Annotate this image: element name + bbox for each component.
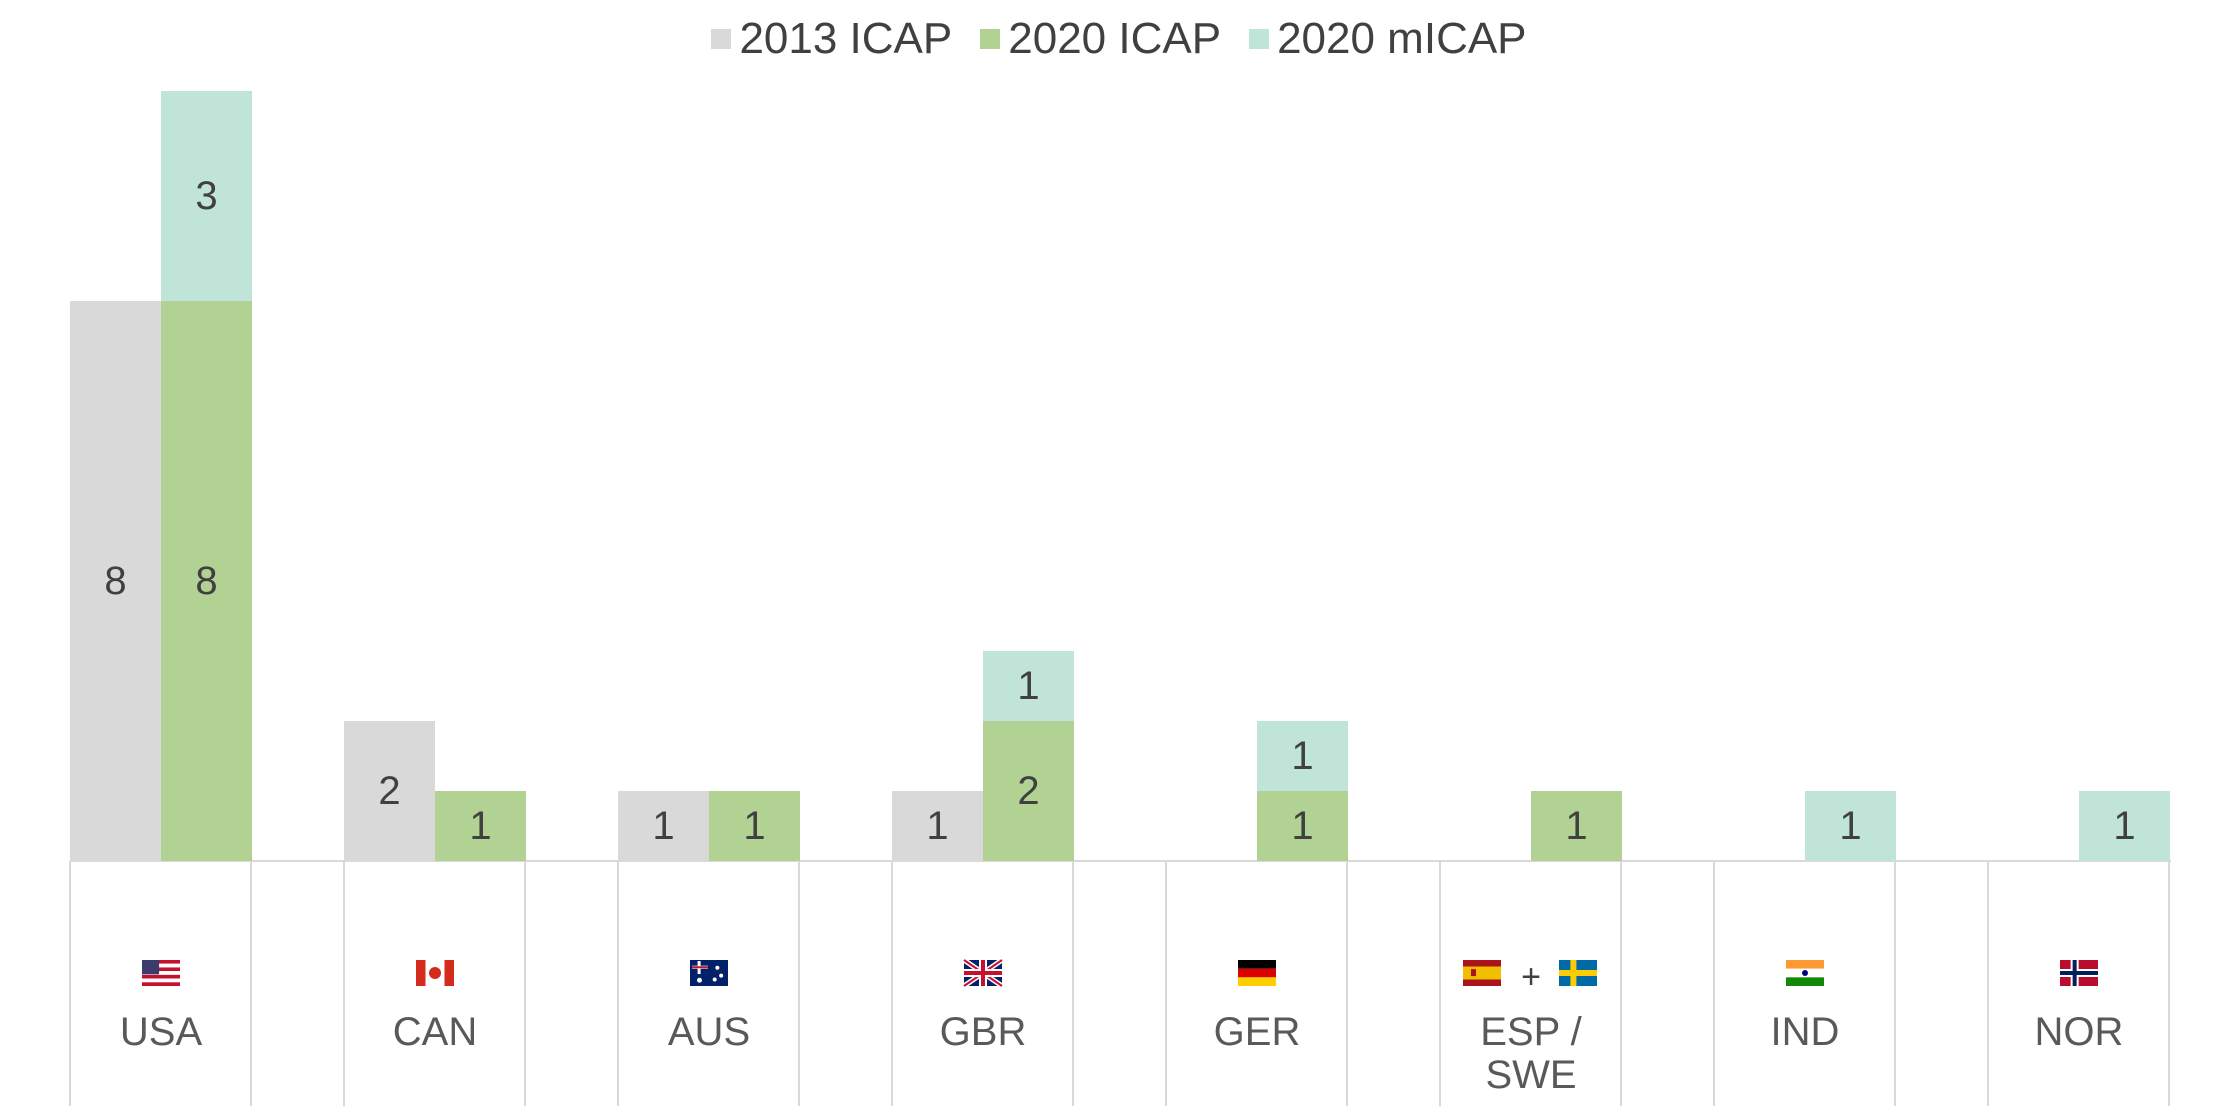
data-label-2020-icap-usa: 8: [195, 559, 217, 603]
bar-2020-micap-ind: [1805, 791, 1896, 861]
data-label-2013-icap-aus: 1: [652, 804, 674, 848]
legend-swatch-2020-micap: [1249, 29, 1270, 49]
bar-2020-icap-usa: [161, 301, 252, 861]
bar-2020-micap-ger: [1257, 721, 1348, 791]
bar-2020-icap-ger: [1257, 791, 1348, 861]
legend-item-2020-icap: 2020 ICAP: [980, 14, 1221, 64]
data-label-2020-icap-can: 1: [469, 804, 491, 848]
legend-label-2020-icap: 2020 ICAP: [1008, 14, 1222, 63]
legend-swatch-2013-icap: [711, 29, 732, 49]
flag-plus-sign: +: [1521, 958, 1541, 996]
category-label-gbr: GBR: [940, 1010, 1027, 1054]
flag-es-icon: [1463, 960, 1501, 986]
data-label-2013-icap-gbr: 1: [926, 804, 948, 848]
category-label-usa: USA: [120, 1010, 203, 1054]
flag-us-icon: [142, 960, 180, 986]
data-label-2020-icap-gbr: 2: [1017, 769, 1039, 813]
data-label-2020-icap-esp-swe: 1: [1565, 804, 1587, 848]
legend-label-2013-icap: 2013 ICAP: [739, 14, 953, 63]
legend-swatch-2020-icap: [980, 29, 1001, 49]
category-label-esp-swe-line-2: SWE: [1485, 1053, 1576, 1097]
flag-gb-icon: [962, 957, 1004, 989]
bar-2020-icap-aus: [709, 791, 800, 861]
bar-2013-icap-aus: [618, 791, 709, 861]
category-label-nor: NOR: [2035, 1010, 2124, 1054]
category-label-aus: AUS: [668, 1010, 750, 1054]
bar-2020-micap-usa: [161, 91, 252, 301]
data-label-2013-icap-usa: 8: [104, 559, 126, 603]
data-label-2020-micap-ger: 1: [1291, 734, 1313, 778]
data-label-2020-micap-nor: 1: [2113, 804, 2135, 848]
bar-2020-icap-esp-swe: [1531, 791, 1622, 861]
flag-ca-icon: [416, 960, 454, 986]
data-label-2020-icap-ger: 1: [1291, 804, 1313, 848]
data-label-2013-icap-can: 2: [378, 769, 400, 813]
data-label-2020-micap-gbr: 1: [1017, 664, 1039, 708]
category-label-ind: IND: [1771, 1010, 1840, 1054]
bar-2020-micap-gbr: [983, 651, 1074, 721]
bar-2020-micap-nor: [2079, 791, 2170, 861]
flag-in-icon: [1786, 960, 1824, 986]
legend-item-2013-icap: 2013 ICAP: [711, 14, 952, 64]
chart-legend: 2013 ICAP 2020 ICAP 2020 mICAP: [0, 14, 2238, 64]
data-label-2020-icap-aus: 1: [743, 804, 765, 848]
bar-2020-icap-gbr: [983, 721, 1074, 861]
bar-2013-icap-gbr: [892, 791, 983, 861]
category-label-ger: GER: [1214, 1010, 1301, 1054]
bar-2013-icap-can: [344, 721, 435, 861]
category-label-can: CAN: [393, 1010, 477, 1054]
flag-no-icon: [2060, 960, 2098, 986]
bar-2020-icap-can: [435, 791, 526, 861]
legend-label-2020-micap: 2020 mICAP: [1277, 14, 1527, 63]
category-label-esp-swe-line-1: ESP /: [1480, 1010, 1582, 1054]
flag-au-icon: [690, 960, 728, 986]
bar-2013-icap-usa: [70, 301, 161, 861]
flag-de-icon: [1238, 960, 1276, 986]
flag-se-icon: [1559, 960, 1597, 986]
legend-item-2020-micap: 2020 mICAP: [1249, 14, 1527, 64]
data-label-2020-micap-usa: 3: [195, 174, 217, 218]
data-label-2020-micap-ind: 1: [1839, 804, 1861, 848]
